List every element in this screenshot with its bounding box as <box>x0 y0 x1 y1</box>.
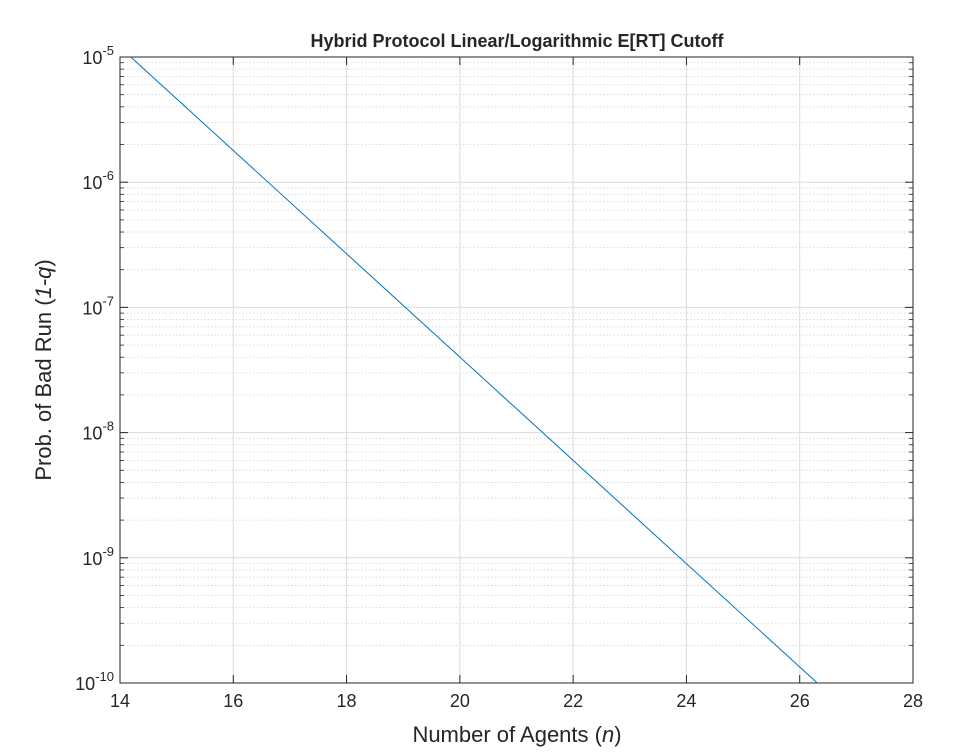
y-tick-base: 10 <box>82 424 102 444</box>
y-tick-base: 10 <box>75 674 95 694</box>
y-tick-label: 10-10 <box>75 669 114 694</box>
y-tick-exponent: -7 <box>102 293 114 308</box>
y-tick-base: 10 <box>82 173 102 193</box>
y-tick-exponent: -6 <box>102 168 114 183</box>
y-tick-exponent: -5 <box>102 43 114 58</box>
y-tick-label: 10-5 <box>82 43 114 68</box>
y-label-text: Prob. of Bad Run ( <box>31 298 56 481</box>
y-tick-label: 10-9 <box>82 544 114 569</box>
x-tick-label: 28 <box>903 691 923 711</box>
x-tick-label: 16 <box>223 691 243 711</box>
x-tick-label: 18 <box>337 691 357 711</box>
y-tick-base: 10 <box>82 549 102 569</box>
y-tick-base: 10 <box>82 48 102 68</box>
y-tick-label: 10-7 <box>82 293 114 318</box>
y-label-var: 1-q <box>31 266 56 299</box>
x-tick-label: 24 <box>676 691 696 711</box>
x-axis-label: Number of Agents (n) <box>412 722 621 747</box>
y-label-close: ) <box>31 259 56 266</box>
y-tick-base: 10 <box>82 298 102 318</box>
x-tick-label: 22 <box>563 691 583 711</box>
y-tick-label: 10-8 <box>82 419 114 444</box>
y-axis-label: Prob. of Bad Run (1-q) <box>31 259 56 480</box>
x-tick-label: 26 <box>790 691 810 711</box>
y-tick-exponent: -9 <box>102 544 114 559</box>
x-label-close: ) <box>614 722 621 747</box>
x-label-var: n <box>602 722 614 747</box>
x-tick-label: 14 <box>110 691 130 711</box>
x-label-text: Number of Agents ( <box>412 722 602 747</box>
y-tick-label: 10-6 <box>82 168 114 193</box>
y-tick-exponent: -10 <box>95 669 114 684</box>
chart-title: Hybrid Protocol Linear/Logarithmic E[RT]… <box>311 31 725 51</box>
axes-box <box>119 56 914 684</box>
x-tick-label: 20 <box>450 691 470 711</box>
data-line <box>130 56 818 684</box>
y-tick-exponent: -8 <box>102 419 114 434</box>
